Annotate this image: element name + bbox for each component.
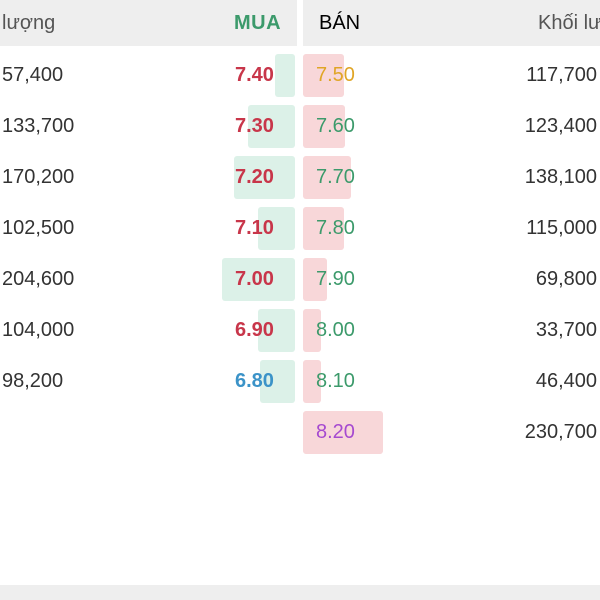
sell-volume-column-header: Khối lư (538, 12, 600, 34)
sell-price[interactable]: 8.10 (316, 370, 355, 392)
order-book-row[interactable]: 204,600 7.00 7.90 69,800 (0, 254, 600, 301)
sell-depth-bar (303, 207, 344, 250)
buy-volume[interactable]: 170,200 (2, 166, 75, 188)
buy-price[interactable]: 6.90 (235, 319, 274, 341)
order-book-row[interactable]: 8.20 230,700 (0, 407, 600, 454)
buy-depth-bar (248, 105, 295, 148)
sell-depth-bar (303, 360, 321, 403)
buy-depth-bar (258, 207, 295, 250)
buy-price[interactable]: 7.20 (235, 166, 274, 188)
buy-column-header: MUA (234, 12, 282, 34)
buy-price[interactable]: 7.00 (235, 268, 274, 290)
buy-depth-bar (260, 360, 295, 403)
buy-price[interactable]: 7.30 (235, 115, 274, 137)
sell-price[interactable]: 8.20 (316, 421, 355, 443)
buy-volume-column-header: lượng (2, 12, 56, 34)
buy-depth-bar (234, 156, 295, 199)
order-book-row[interactable]: 57,400 7.40 7.50 117,700 (0, 50, 600, 97)
sell-volume[interactable]: 46,400 (535, 370, 597, 392)
sell-depth-bar (303, 54, 344, 97)
order-book-row[interactable]: 104,000 6.90 8.00 33,700 (0, 305, 600, 352)
sell-header-panel: BÁN Khối lư (303, 0, 600, 46)
sell-price[interactable]: 7.50 (316, 64, 355, 86)
order-book-row[interactable]: 170,200 7.20 7.70 138,100 (0, 152, 600, 199)
sell-depth-bar (303, 156, 351, 199)
sell-depth-bar (303, 411, 383, 454)
sell-depth-bar (303, 309, 321, 352)
buy-depth-bar (258, 309, 295, 352)
buy-volume[interactable]: 102,500 (2, 217, 75, 239)
sell-volume[interactable]: 123,400 (524, 115, 597, 137)
sell-price[interactable]: 7.60 (316, 115, 355, 137)
order-book-header: lượng MUA BÁN Khối lư (0, 0, 600, 46)
sell-volume[interactable]: 115,000 (526, 217, 597, 239)
sell-price[interactable]: 8.00 (316, 319, 355, 341)
sell-price[interactable]: 7.80 (316, 217, 355, 239)
buy-header-panel: lượng MUA (0, 0, 297, 46)
sell-volume[interactable]: 138,100 (524, 166, 597, 188)
buy-volume[interactable]: 57,400 (2, 64, 64, 86)
order-book-row[interactable]: 102,500 7.10 7.80 115,000 (0, 203, 600, 250)
sell-volume[interactable]: 69,800 (535, 268, 597, 290)
bottom-divider-bar (0, 585, 600, 600)
sell-volume[interactable]: 117,700 (526, 64, 597, 86)
order-book-row[interactable]: 98,200 6.80 8.10 46,400 (0, 356, 600, 403)
buy-volume[interactable]: 133,700 (2, 115, 75, 137)
buy-volume[interactable]: 104,000 (2, 319, 75, 341)
sell-price[interactable]: 7.70 (316, 166, 355, 188)
buy-price[interactable]: 7.10 (235, 217, 274, 239)
sell-depth-bar (303, 258, 327, 301)
sell-column-header: BÁN (319, 12, 361, 34)
buy-depth-bar (275, 54, 295, 97)
buy-volume[interactable]: 98,200 (2, 370, 64, 392)
order-book-row[interactable]: 133,700 7.30 7.60 123,400 (0, 101, 600, 148)
buy-depth-bar (222, 258, 295, 301)
buy-volume[interactable]: 204,600 (2, 268, 75, 290)
sell-price[interactable]: 7.90 (316, 268, 355, 290)
sell-volume[interactable]: 230,700 (524, 421, 597, 443)
buy-price[interactable]: 7.40 (235, 64, 274, 86)
buy-price[interactable]: 6.80 (235, 370, 274, 392)
sell-depth-bar (303, 105, 345, 148)
sell-volume[interactable]: 33,700 (535, 319, 597, 341)
